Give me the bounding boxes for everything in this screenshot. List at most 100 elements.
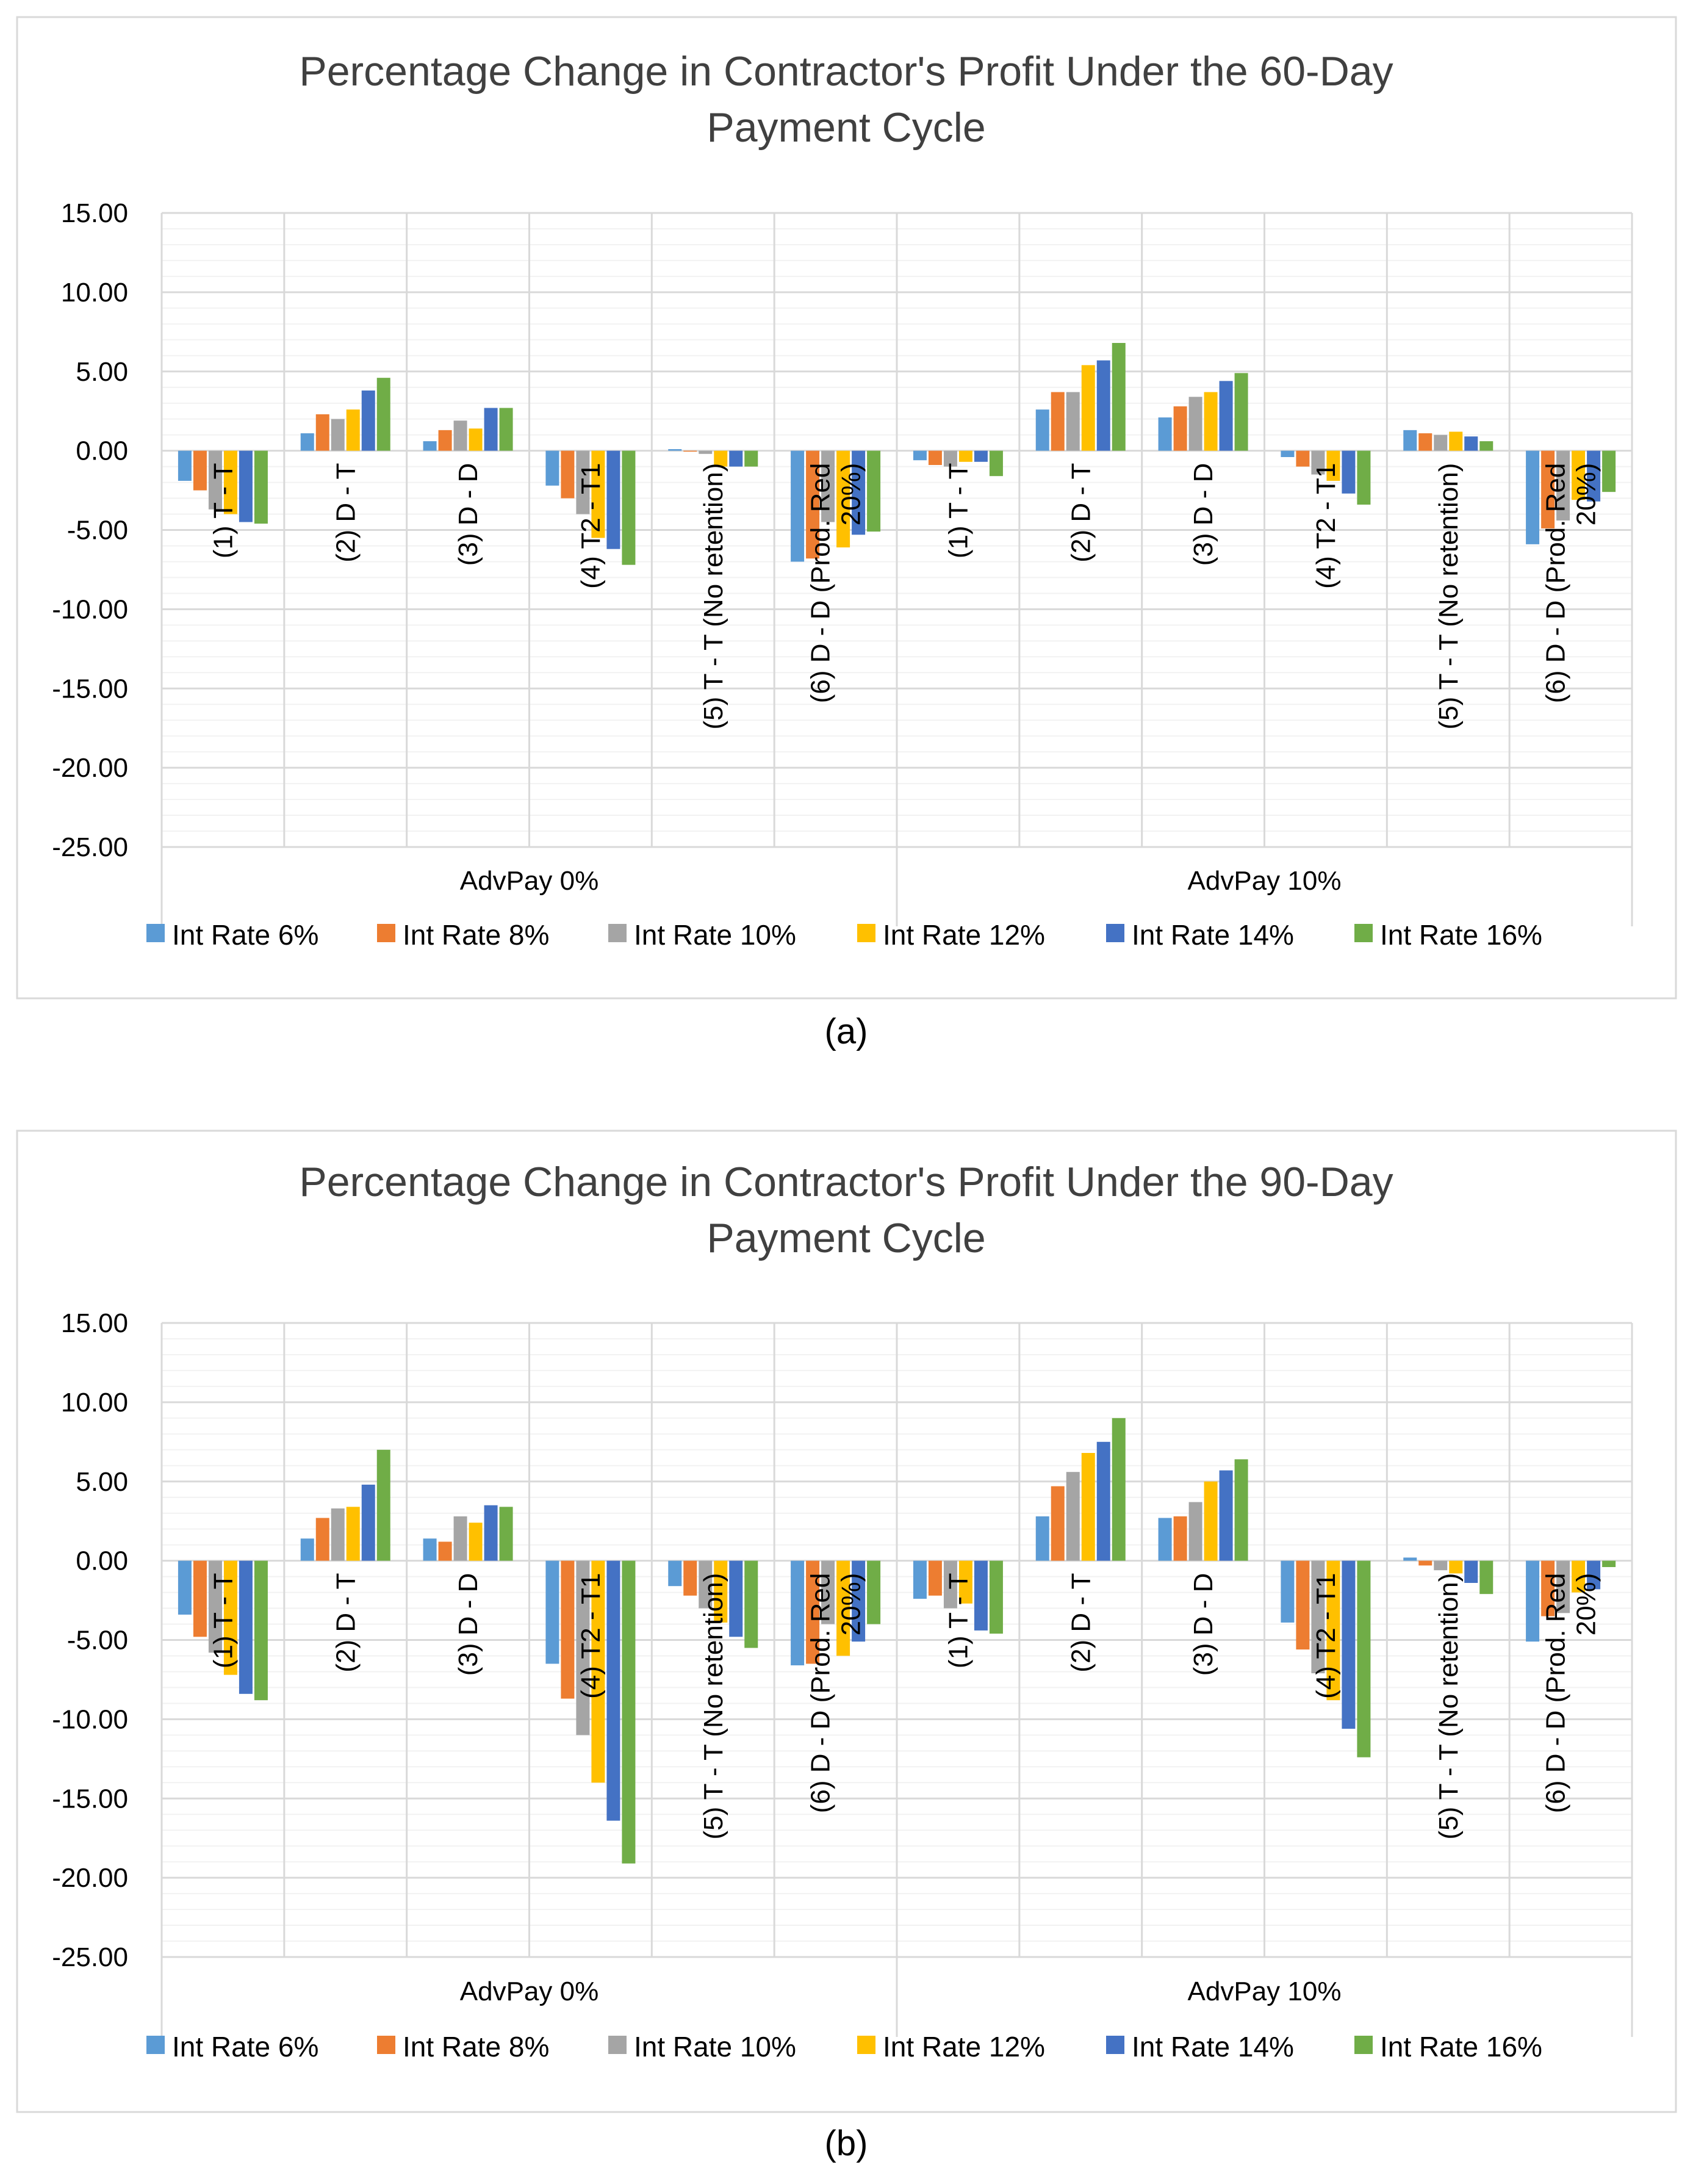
bar-int-rate-8-cat-11 xyxy=(1418,1561,1432,1566)
bar-int-rate-6-cat-9 xyxy=(1159,1518,1172,1560)
bar-int-rate-14-cat-9 xyxy=(1220,381,1233,450)
category-label: (6) D - D (Prod. Red xyxy=(1541,1573,1571,1814)
bar-int-rate-14-cat-10 xyxy=(1342,451,1355,494)
bar-int-rate-12-cat-11 xyxy=(1449,1561,1462,1574)
bar-int-rate-16-cat-5 xyxy=(744,451,758,467)
legend-swatch xyxy=(1354,924,1373,942)
bar-int-rate-8-cat-11 xyxy=(1418,433,1432,451)
category-label: (3) D - D xyxy=(453,1573,483,1676)
bar-int-rate-6-cat-9 xyxy=(1159,417,1172,451)
y-tick-label: -5.00 xyxy=(67,516,128,546)
chart-title-line: Payment Cycle xyxy=(706,104,985,151)
y-tick-label: 10.00 xyxy=(61,278,128,308)
bar-int-rate-16-cat-8 xyxy=(1112,1418,1126,1561)
bar-int-rate-12-cat-2 xyxy=(347,1507,360,1560)
legend-swatch xyxy=(146,924,165,942)
figure-canvas: Percentage Change in Contractor's Profit… xyxy=(0,0,1693,2184)
category-label: (6) D - D (Prod. Red xyxy=(806,1573,836,1814)
bar-int-rate-16-cat-10 xyxy=(1357,1561,1370,1757)
bar-int-rate-6-cat-8 xyxy=(1036,409,1049,451)
bar-int-rate-8-cat-1 xyxy=(193,1561,207,1637)
bar-int-rate-14-cat-5 xyxy=(729,451,742,467)
bar-int-rate-14-cat-3 xyxy=(484,1505,498,1561)
bar-int-rate-16-cat-7 xyxy=(990,451,1003,477)
category-label: (2) D - T xyxy=(1066,1573,1096,1673)
bar-int-rate-10-cat-2 xyxy=(331,419,345,451)
bar-int-rate-8-cat-4 xyxy=(561,1561,574,1699)
bar-int-rate-6-cat-4 xyxy=(545,451,559,486)
category-label: (3) D - D xyxy=(453,463,483,566)
category-label: (5) T - T (No retention) xyxy=(699,1573,728,1840)
legend-swatch xyxy=(377,2036,395,2054)
bar-int-rate-6-cat-5 xyxy=(668,1561,681,1587)
legend-label: Int Rate 8% xyxy=(403,919,549,951)
bar-int-rate-16-cat-12 xyxy=(1602,451,1616,492)
bar-int-rate-12-cat-3 xyxy=(469,1523,483,1560)
bar-int-rate-14-cat-7 xyxy=(974,1561,988,1631)
y-tick-label: -20.00 xyxy=(52,1863,128,1893)
category-label: (1) T - T xyxy=(943,463,973,558)
category-label: (4) T2 - T1 xyxy=(1311,463,1341,589)
legend-label: Int Rate 6% xyxy=(172,2031,318,2063)
bar-int-rate-16-cat-11 xyxy=(1479,441,1493,451)
bar-int-rate-6-cat-10 xyxy=(1281,451,1294,457)
bar-int-rate-16-cat-3 xyxy=(500,408,513,450)
category-label: (5) T - T (No retention) xyxy=(1434,463,1464,730)
legend-label: Int Rate 16% xyxy=(1380,2031,1542,2063)
y-tick-label: 10.00 xyxy=(61,1388,128,1418)
bar-int-rate-8-cat-2 xyxy=(316,1518,329,1560)
category-label: 20%) xyxy=(1572,1573,1601,1636)
y-tick-label: 0.00 xyxy=(76,436,128,466)
bar-int-rate-16-cat-9 xyxy=(1235,1459,1248,1560)
bar-int-rate-6-cat-12 xyxy=(1526,451,1539,544)
group-label: AdvPay 10% xyxy=(1188,1977,1342,2006)
bar-int-rate-14-cat-7 xyxy=(974,451,988,462)
bar-int-rate-14-cat-3 xyxy=(484,408,498,450)
legend-swatch xyxy=(377,924,395,942)
category-label: (2) D - T xyxy=(1066,463,1096,563)
bar-int-rate-8-cat-3 xyxy=(439,1541,452,1560)
bar-int-rate-8-cat-10 xyxy=(1296,1561,1309,1649)
figure-caption: (b) xyxy=(825,2124,868,2163)
bar-int-rate-16-cat-4 xyxy=(622,451,635,565)
chart-a: Percentage Change in Contractor's Profit… xyxy=(17,17,1676,1051)
bar-int-rate-6-cat-7 xyxy=(913,451,927,461)
bar-int-rate-8-cat-9 xyxy=(1174,1516,1187,1561)
bar-int-rate-12-cat-7 xyxy=(959,451,972,462)
group-label: AdvPay 0% xyxy=(460,1977,598,2006)
bar-int-rate-16-cat-2 xyxy=(377,1450,390,1561)
bar-int-rate-16-cat-1 xyxy=(254,1561,268,1701)
bar-int-rate-6-cat-2 xyxy=(301,433,314,451)
bar-int-rate-14-cat-2 xyxy=(362,1485,375,1561)
bar-int-rate-14-cat-4 xyxy=(606,1561,620,1821)
legend-swatch xyxy=(1106,924,1124,942)
bar-int-rate-8-cat-2 xyxy=(316,414,329,451)
bar-int-rate-6-cat-3 xyxy=(423,441,437,451)
category-label: (1) T - T xyxy=(208,1573,238,1668)
chart-b: Percentage Change in Contractor's Profit… xyxy=(17,1131,1676,2163)
bar-int-rate-8-cat-1 xyxy=(193,451,207,491)
category-label: (1) T - T xyxy=(943,1573,973,1668)
bar-int-rate-6-cat-10 xyxy=(1281,1561,1294,1623)
bar-int-rate-10-cat-3 xyxy=(454,1516,467,1561)
bar-int-rate-10-cat-11 xyxy=(1434,435,1447,451)
bar-int-rate-12-cat-9 xyxy=(1204,1482,1218,1561)
bar-int-rate-12-cat-9 xyxy=(1204,392,1218,451)
y-tick-label: -10.00 xyxy=(52,1704,128,1734)
bar-int-rate-8-cat-5 xyxy=(683,1561,697,1596)
category-label: 20%) xyxy=(1572,463,1601,526)
y-tick-label: -25.00 xyxy=(52,832,128,862)
legend-label: Int Rate 14% xyxy=(1132,919,1294,951)
category-label: (2) D - T xyxy=(331,1573,361,1673)
bar-int-rate-10-cat-8 xyxy=(1066,1472,1080,1560)
bar-int-rate-14-cat-2 xyxy=(362,391,375,451)
bar-int-rate-8-cat-7 xyxy=(929,451,942,465)
legend-swatch xyxy=(1106,2036,1124,2054)
legend-label: Int Rate 14% xyxy=(1132,2031,1294,2063)
legend-swatch xyxy=(1354,2036,1373,2054)
y-tick-label: -15.00 xyxy=(52,674,128,704)
legend-label: Int Rate 6% xyxy=(172,919,318,951)
bar-int-rate-16-cat-7 xyxy=(990,1561,1003,1634)
bar-int-rate-14-cat-8 xyxy=(1097,1442,1110,1561)
bar-int-rate-6-cat-11 xyxy=(1403,430,1417,451)
